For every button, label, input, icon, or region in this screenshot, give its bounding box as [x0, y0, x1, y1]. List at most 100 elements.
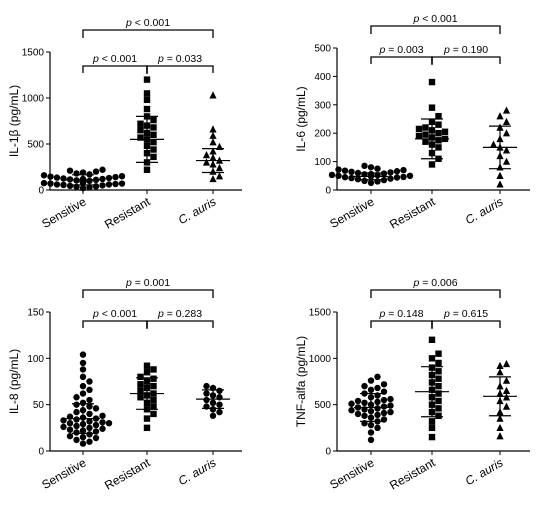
data-point — [374, 405, 381, 412]
data-point — [143, 76, 151, 83]
data-point — [143, 424, 151, 432]
significance-bracket — [370, 56, 433, 64]
data-point — [79, 433, 87, 441]
data-point — [348, 174, 355, 182]
data-point — [66, 182, 74, 190]
data-point — [428, 161, 436, 168]
data-point — [435, 375, 442, 382]
data-point — [40, 179, 48, 187]
data-point — [380, 388, 388, 395]
p-value-label: p = 0.283 — [157, 308, 202, 320]
data-point — [415, 125, 423, 133]
data-point — [137, 120, 144, 127]
data-point — [435, 397, 442, 405]
data-point — [435, 359, 442, 367]
y-axis-label: IL-1β (pg/mL) — [7, 85, 21, 157]
significance-bracket — [370, 289, 501, 298]
data-point — [202, 158, 211, 166]
data-point — [216, 408, 223, 416]
significance-bracket — [370, 320, 433, 328]
data-point — [47, 180, 54, 187]
data-point — [496, 432, 504, 440]
data-point — [209, 174, 217, 183]
data-point — [422, 138, 429, 145]
data-point — [66, 167, 74, 174]
data-point — [112, 173, 119, 181]
data-point — [150, 131, 157, 138]
y-tick-label: 1000 — [309, 354, 332, 365]
data-point — [143, 105, 151, 113]
data-point — [79, 351, 87, 358]
y-tick-label: 100 — [27, 354, 44, 365]
data-point — [143, 90, 151, 97]
data-point — [374, 384, 381, 392]
data-point — [496, 414, 504, 422]
data-point — [502, 117, 511, 126]
data-point — [354, 397, 362, 405]
data-point — [150, 375, 157, 382]
data-point — [86, 378, 93, 385]
data-point — [441, 128, 449, 135]
data-point — [92, 428, 100, 435]
y-tick-label: 0 — [38, 186, 44, 197]
data-point — [60, 175, 67, 182]
data-point — [203, 382, 210, 390]
data-point — [209, 406, 217, 413]
data-point — [380, 176, 388, 184]
y-tick-label: 500 — [314, 400, 331, 411]
category-label: Sensitive — [39, 455, 88, 492]
data-point — [428, 418, 436, 425]
data-point — [496, 171, 504, 179]
data-point — [137, 134, 144, 141]
category-label: Sensitive — [327, 455, 376, 492]
y-tick-label: 0 — [325, 447, 331, 458]
data-point — [496, 180, 504, 188]
p-value-label: p < 0.001 — [92, 53, 137, 65]
y-tick-label: 1500 — [309, 308, 332, 319]
data-point — [435, 390, 442, 397]
data-point — [428, 355, 436, 362]
y-tick-label: 50 — [33, 400, 45, 411]
data-point — [502, 106, 511, 114]
y-tick-label: 1000 — [22, 94, 45, 105]
y-tick-label: 400 — [314, 72, 331, 83]
data-point — [489, 140, 498, 148]
data-point — [435, 130, 442, 137]
chart-panel-3: 0 50 100 150 IL-8 (pg/mL) Sensitive Resistant C… — [7, 277, 242, 493]
data-point — [216, 387, 223, 394]
data-point — [374, 398, 381, 406]
significance-bracket — [82, 320, 148, 328]
data-point — [79, 184, 87, 192]
data-point — [502, 386, 511, 394]
data-point — [105, 420, 113, 427]
y-tick-label: 500 — [314, 44, 331, 55]
data-point — [79, 382, 87, 390]
data-point — [47, 173, 54, 180]
data-point — [335, 172, 342, 179]
data-point — [86, 396, 93, 404]
data-point — [367, 436, 375, 444]
data-point — [203, 396, 210, 404]
data-point — [137, 394, 144, 401]
data-point — [435, 368, 442, 375]
data-point — [118, 180, 126, 187]
data-point — [502, 129, 511, 137]
data-point — [435, 144, 442, 151]
data-point — [335, 166, 342, 173]
data-point — [435, 412, 442, 419]
data-point — [209, 131, 217, 139]
data-point — [374, 165, 381, 172]
data-point — [428, 336, 436, 343]
data-point — [79, 399, 87, 407]
data-point — [92, 405, 100, 412]
data-point — [150, 403, 157, 410]
data-point — [502, 376, 511, 384]
data-point — [348, 400, 355, 407]
category-label: C. auris — [463, 455, 506, 488]
data-point — [496, 112, 504, 120]
data-point — [202, 151, 211, 159]
data-point — [216, 401, 223, 408]
data-point — [502, 157, 511, 165]
data-point — [341, 174, 349, 181]
data-point — [66, 420, 74, 427]
